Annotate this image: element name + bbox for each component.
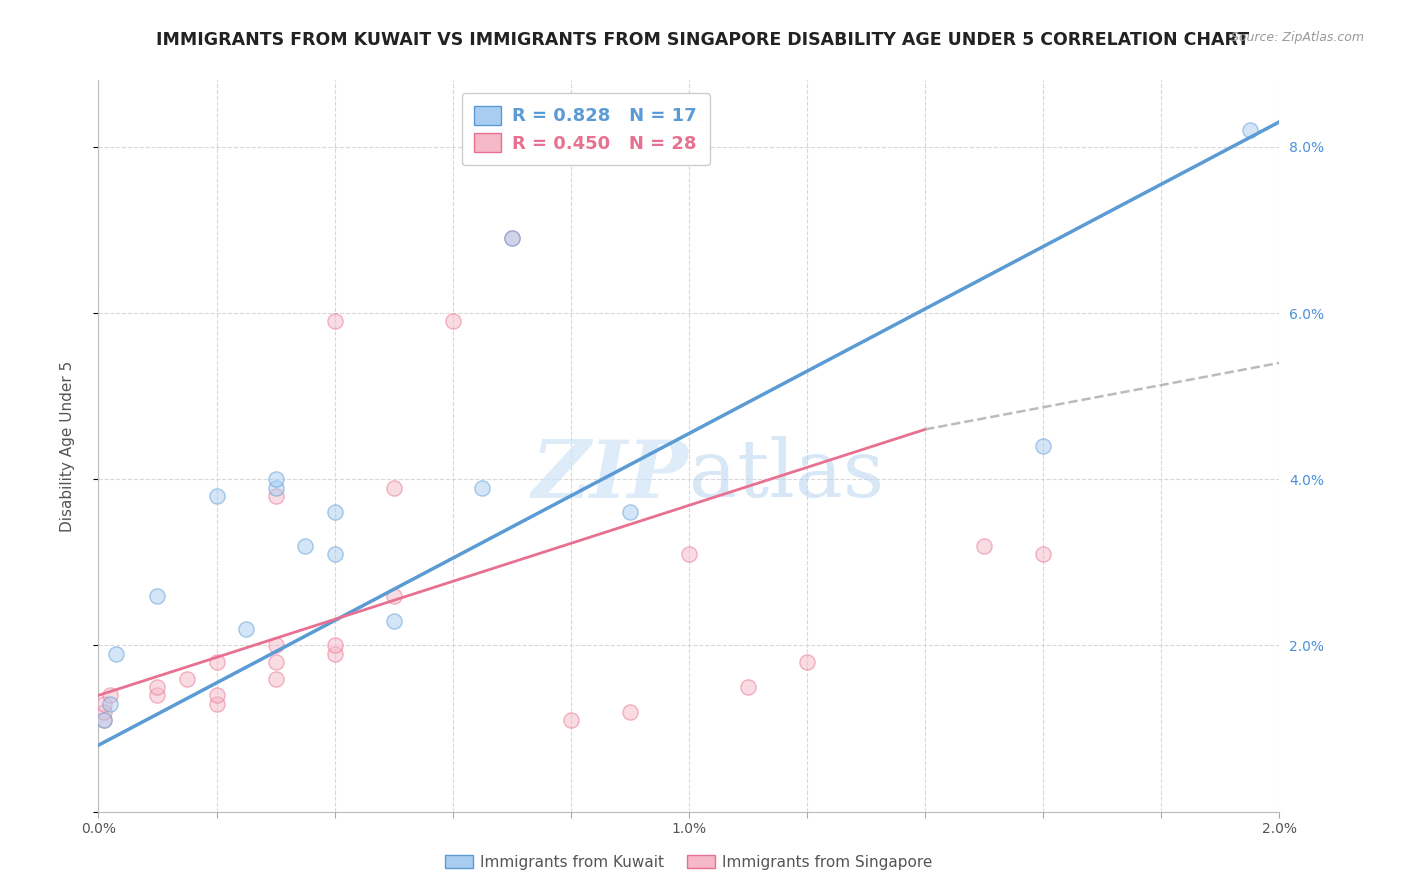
- Point: [264, 472, 287, 486]
- Point: [796, 655, 818, 669]
- Text: Source: ZipAtlas.com: Source: ZipAtlas.com: [1230, 31, 1364, 45]
- Point: [205, 655, 228, 669]
- Point: [93, 714, 115, 728]
- Point: [146, 689, 169, 703]
- Point: [619, 506, 641, 520]
- Point: [146, 589, 169, 603]
- Point: [294, 539, 316, 553]
- Point: [146, 680, 169, 694]
- Point: [98, 689, 121, 703]
- Point: [382, 589, 405, 603]
- Text: ZIP: ZIP: [531, 436, 689, 514]
- Point: [1032, 439, 1054, 453]
- Point: [471, 481, 494, 495]
- Point: [323, 647, 346, 661]
- Point: [264, 672, 287, 686]
- Point: [323, 506, 346, 520]
- Point: [382, 481, 405, 495]
- Point: [619, 705, 641, 719]
- Point: [441, 314, 464, 328]
- Point: [105, 647, 128, 661]
- Point: [973, 539, 995, 553]
- Point: [323, 547, 346, 561]
- Point: [560, 714, 582, 728]
- Point: [93, 705, 115, 719]
- Point: [176, 672, 198, 686]
- Point: [93, 697, 115, 711]
- Point: [205, 697, 228, 711]
- Point: [323, 639, 346, 653]
- Point: [98, 697, 121, 711]
- Point: [93, 714, 115, 728]
- Point: [323, 314, 346, 328]
- Point: [737, 680, 759, 694]
- Y-axis label: Disability Age Under 5: Disability Age Under 5: [60, 360, 75, 532]
- Point: [264, 655, 287, 669]
- Point: [264, 489, 287, 503]
- Point: [501, 231, 523, 245]
- Point: [1032, 547, 1054, 561]
- Point: [1239, 123, 1261, 137]
- Point: [205, 689, 228, 703]
- Text: IMMIGRANTS FROM KUWAIT VS IMMIGRANTS FROM SINGAPORE DISABILITY AGE UNDER 5 CORRE: IMMIGRANTS FROM KUWAIT VS IMMIGRANTS FRO…: [156, 31, 1250, 49]
- Legend: Immigrants from Kuwait, Immigrants from Singapore: Immigrants from Kuwait, Immigrants from …: [437, 847, 941, 877]
- Point: [501, 231, 523, 245]
- Point: [382, 614, 405, 628]
- Point: [235, 622, 257, 636]
- Point: [678, 547, 700, 561]
- Point: [205, 489, 228, 503]
- Point: [264, 639, 287, 653]
- Text: atlas: atlas: [689, 436, 884, 515]
- Point: [264, 481, 287, 495]
